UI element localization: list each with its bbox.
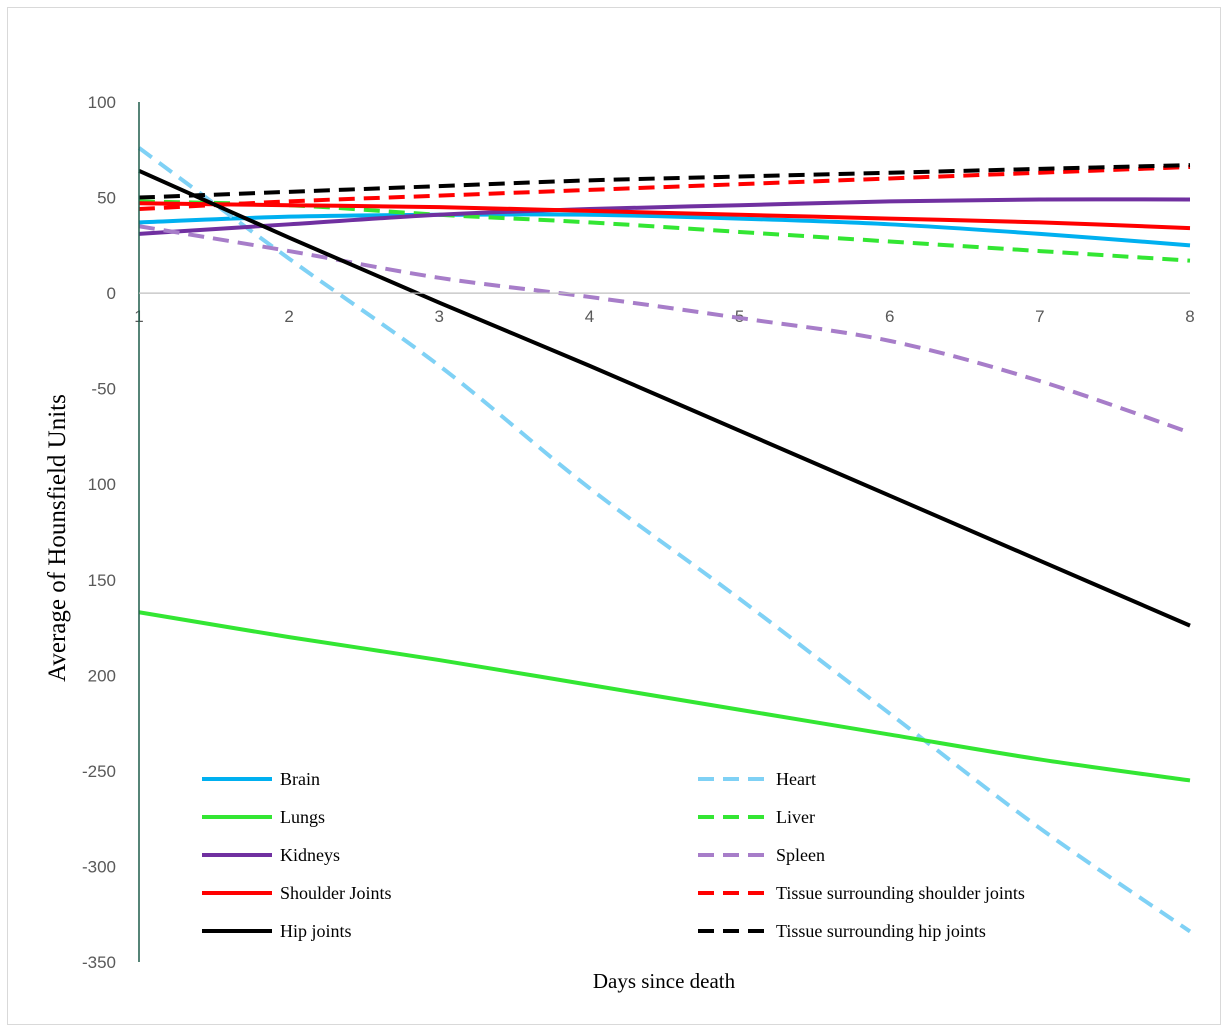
series-lines: [137, 146, 1192, 934]
y-tick-label: 100: [88, 475, 116, 494]
y-axis-title: Average of Hounsfield Units: [44, 394, 71, 682]
y-tick-label: -350: [82, 953, 116, 972]
legend-label-heart: Heart: [776, 769, 816, 789]
x-axis-title: Days since death: [593, 969, 736, 993]
legend-label-liver: Liver: [776, 807, 815, 827]
y-tick-label: 50: [97, 189, 116, 208]
y-axis-ticks: 100 50 0 -50 100 150 200 -250 -300 -350: [82, 93, 116, 972]
legend-label-spleen: Spleen: [776, 845, 825, 865]
legend-label-kidneys: Kidneys: [280, 845, 340, 865]
legend-label-tissue-surrounding-hip-joints: Tissue surrounding hip joints: [776, 921, 986, 941]
x-axis-ticks: 12345678: [134, 307, 1194, 326]
series-line-shoulder-joints: [138, 201, 1191, 231]
y-tick-label: 0: [107, 284, 116, 303]
series-line-brain: [138, 212, 1191, 248]
x-tick-label: 7: [1035, 307, 1044, 326]
x-tick-label: 3: [435, 307, 444, 326]
y-tick-label: 200: [88, 666, 116, 685]
y-tick-label: -250: [82, 762, 116, 781]
y-tick-label: 150: [88, 571, 116, 590]
series-line-kidneys: [138, 197, 1191, 236]
series-line-liver: [138, 199, 1191, 263]
y-tick-label: 100: [88, 93, 116, 112]
x-tick-label: 4: [585, 307, 594, 326]
series-line-spleen: [138, 224, 1191, 435]
series-line-heart: [137, 146, 1192, 934]
legend-label-brain: Brain: [280, 769, 320, 789]
series-line-tissue-surrounding-hip-joints: [138, 163, 1191, 200]
x-tick-label: 2: [284, 307, 293, 326]
y-tick-label: -50: [91, 380, 116, 399]
series-line-tissue-surrounding-shoulder-joints: [138, 164, 1191, 212]
legend-label-tissue-surrounding-shoulder-joints: Tissue surrounding shoulder joints: [776, 883, 1025, 903]
x-tick-label: 6: [885, 307, 894, 326]
legend-label-hip-joints: Hip joints: [280, 921, 352, 941]
series-line-hip-joints: [138, 168, 1191, 628]
legend-label-lungs: Lungs: [280, 807, 325, 827]
legend-label-shoulder-joints: Shoulder Joints: [280, 883, 392, 903]
legend: Brain Heart Lungs Liver Kidneys Spleen Shoulde…: [202, 769, 1025, 941]
series-line-lungs: [138, 610, 1191, 783]
y-tick-label: -300: [82, 857, 116, 876]
x-tick-label: 8: [1185, 307, 1194, 326]
